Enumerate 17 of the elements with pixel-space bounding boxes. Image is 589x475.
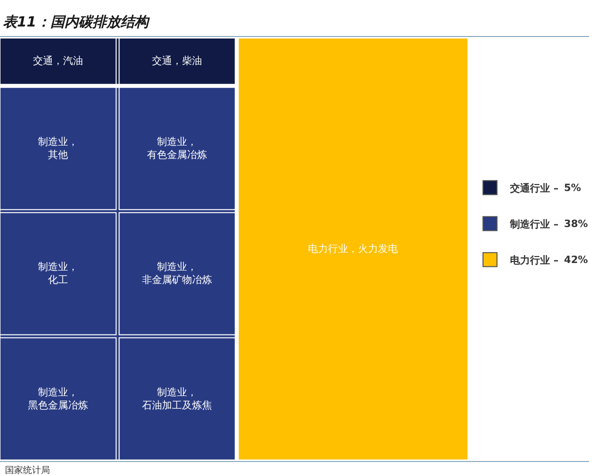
- text: 国家统计局: [5, 465, 50, 475]
- legend-label: 电力行业 –: [510, 254, 558, 267]
- text: 表11：国内碳排放结构: [2, 14, 150, 30]
- text: 电力行业，火力发电: [308, 244, 398, 255]
- data-label: 38%: [564, 219, 588, 230]
- text: 交通，汽油: [33, 56, 84, 68]
- text: 制造业，化工: [38, 262, 78, 286]
- text: 制造业，石油加工及炼焦: [142, 387, 212, 412]
- text: 制造业，其他: [38, 137, 78, 162]
- text: 制造业，有色金属冶炼: [147, 137, 208, 162]
- text: 交通，柴油: [152, 56, 202, 68]
- data-label: 42%: [564, 255, 588, 266]
- data-label: 5%: [564, 183, 581, 194]
- legend-label: 制造行业 –: [509, 218, 558, 231]
- text: 制造业，非金属矿物冶炼: [142, 262, 212, 286]
- text: 制造业，黑色金属冶炼: [28, 387, 88, 412]
- legend-label: 交通行业 –: [509, 182, 558, 195]
